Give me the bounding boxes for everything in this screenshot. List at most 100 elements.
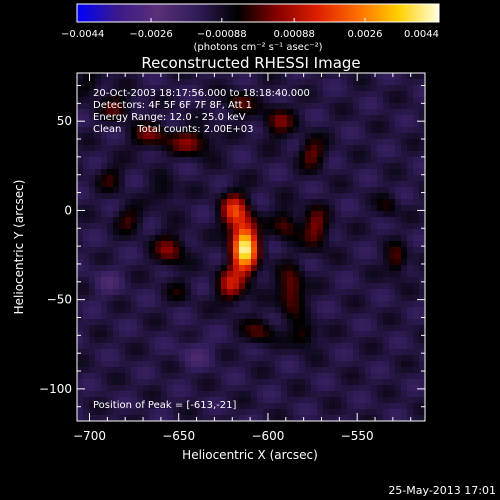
heatmap-cell bbox=[353, 277, 360, 284]
heatmap-cell bbox=[353, 133, 360, 140]
heatmap-cell bbox=[77, 181, 84, 188]
heatmap-cell bbox=[341, 91, 348, 98]
heatmap-cell bbox=[137, 295, 144, 302]
heatmap-cell bbox=[281, 109, 288, 116]
heatmap-cell bbox=[377, 229, 384, 236]
heatmap-cell bbox=[335, 241, 342, 248]
heatmap-cell bbox=[107, 109, 114, 116]
heatmap-cell bbox=[131, 109, 138, 116]
heatmap-cell bbox=[353, 295, 360, 302]
heatmap-cell bbox=[251, 367, 258, 374]
heatmap-cell bbox=[293, 145, 300, 152]
heatmap-cell bbox=[107, 187, 114, 194]
heatmap-cell bbox=[179, 139, 186, 146]
heatmap-cell bbox=[257, 175, 264, 182]
heatmap-cell bbox=[305, 289, 312, 296]
heatmap-cell bbox=[251, 175, 258, 182]
heatmap-cell bbox=[407, 169, 414, 176]
heatmap-cell bbox=[233, 247, 240, 254]
heatmap-cell bbox=[101, 145, 108, 152]
heatmap-cell bbox=[317, 373, 324, 380]
heatmap-cell bbox=[173, 397, 180, 404]
heatmap-cell bbox=[389, 151, 396, 158]
heatmap-cell bbox=[101, 199, 108, 206]
heatmap-cell bbox=[149, 385, 156, 392]
heatmap-cell bbox=[239, 91, 246, 98]
heatmap-cell bbox=[191, 247, 198, 254]
heatmap-cell bbox=[221, 181, 228, 188]
heatmap-cell bbox=[269, 325, 276, 332]
heatmap-cell bbox=[173, 367, 180, 374]
heatmap-cell bbox=[161, 295, 168, 302]
heatmap-cell bbox=[215, 181, 222, 188]
heatmap-cell bbox=[341, 259, 348, 266]
heatmap-cell bbox=[119, 79, 126, 86]
heatmap-cell bbox=[407, 301, 414, 308]
heatmap-cell bbox=[401, 235, 408, 242]
heatmap-cell bbox=[365, 367, 372, 374]
heatmap-cell bbox=[173, 97, 180, 104]
heatmap-cell bbox=[323, 319, 330, 326]
heatmap-cell bbox=[239, 115, 246, 122]
heatmap-cell bbox=[281, 271, 288, 278]
heatmap-cell bbox=[167, 301, 174, 308]
heatmap-cell bbox=[215, 307, 222, 314]
heatmap-cell bbox=[227, 397, 234, 404]
heatmap-cell bbox=[263, 349, 270, 356]
heatmap-cell bbox=[149, 265, 156, 272]
heatmap-cell bbox=[353, 157, 360, 164]
heatmap-cell bbox=[95, 295, 102, 302]
heatmap-cell bbox=[353, 397, 360, 404]
heatmap-cell bbox=[281, 205, 288, 212]
heatmap-cell bbox=[335, 205, 342, 212]
heatmap-cell bbox=[191, 97, 198, 104]
heatmap-cell bbox=[323, 151, 330, 158]
heatmap-cell bbox=[257, 331, 264, 338]
heatmap-cell bbox=[293, 403, 300, 410]
heatmap-cell bbox=[257, 355, 264, 362]
heatmap-cell bbox=[383, 121, 390, 128]
heatmap-cell bbox=[107, 289, 114, 296]
heatmap-cell bbox=[407, 217, 414, 224]
heatmap-cell bbox=[149, 367, 156, 374]
heatmap-cell bbox=[233, 115, 240, 122]
heatmap-cell bbox=[131, 211, 138, 218]
heatmap-cell bbox=[371, 91, 378, 98]
heatmap-cell bbox=[167, 343, 174, 350]
heatmap-cell bbox=[419, 127, 425, 134]
heatmap-cell bbox=[107, 301, 114, 308]
heatmap-cell bbox=[113, 247, 120, 254]
heatmap-cell bbox=[131, 169, 138, 176]
heatmap-cell bbox=[275, 121, 282, 128]
heatmap-cell bbox=[149, 271, 156, 278]
heatmap-cell bbox=[83, 109, 90, 116]
heatmap-cell bbox=[269, 289, 276, 296]
heatmap-cell bbox=[239, 361, 246, 368]
heatmap-cell bbox=[89, 199, 96, 206]
heatmap-cell bbox=[101, 235, 108, 242]
heatmap-cell bbox=[167, 139, 174, 146]
heatmap-cell bbox=[191, 415, 198, 421]
heatmap-cell bbox=[191, 151, 198, 158]
heatmap-cell bbox=[83, 139, 90, 146]
heatmap-cell bbox=[245, 109, 252, 116]
heatmap-cell bbox=[389, 157, 396, 164]
heatmap-cell bbox=[317, 175, 324, 182]
colorbar-tick-label: 0.00088 bbox=[274, 29, 315, 40]
heatmap-cell bbox=[269, 367, 276, 374]
heatmap-cell bbox=[365, 277, 372, 284]
heatmap-cell bbox=[89, 115, 96, 122]
heatmap-cell bbox=[389, 115, 396, 122]
heatmap-cell bbox=[155, 319, 162, 326]
heatmap-cell bbox=[143, 349, 150, 356]
heatmap-cell bbox=[341, 319, 348, 326]
heatmap-cell bbox=[317, 163, 324, 170]
heatmap-cell bbox=[203, 133, 210, 140]
heatmap-cell bbox=[257, 205, 264, 212]
heatmap-cell bbox=[203, 205, 210, 212]
heatmap-cell bbox=[281, 355, 288, 362]
heatmap-cell bbox=[77, 115, 84, 122]
heatmap-cell bbox=[113, 217, 120, 224]
heatmap-cell bbox=[269, 349, 276, 356]
heatmap-cell bbox=[167, 367, 174, 374]
